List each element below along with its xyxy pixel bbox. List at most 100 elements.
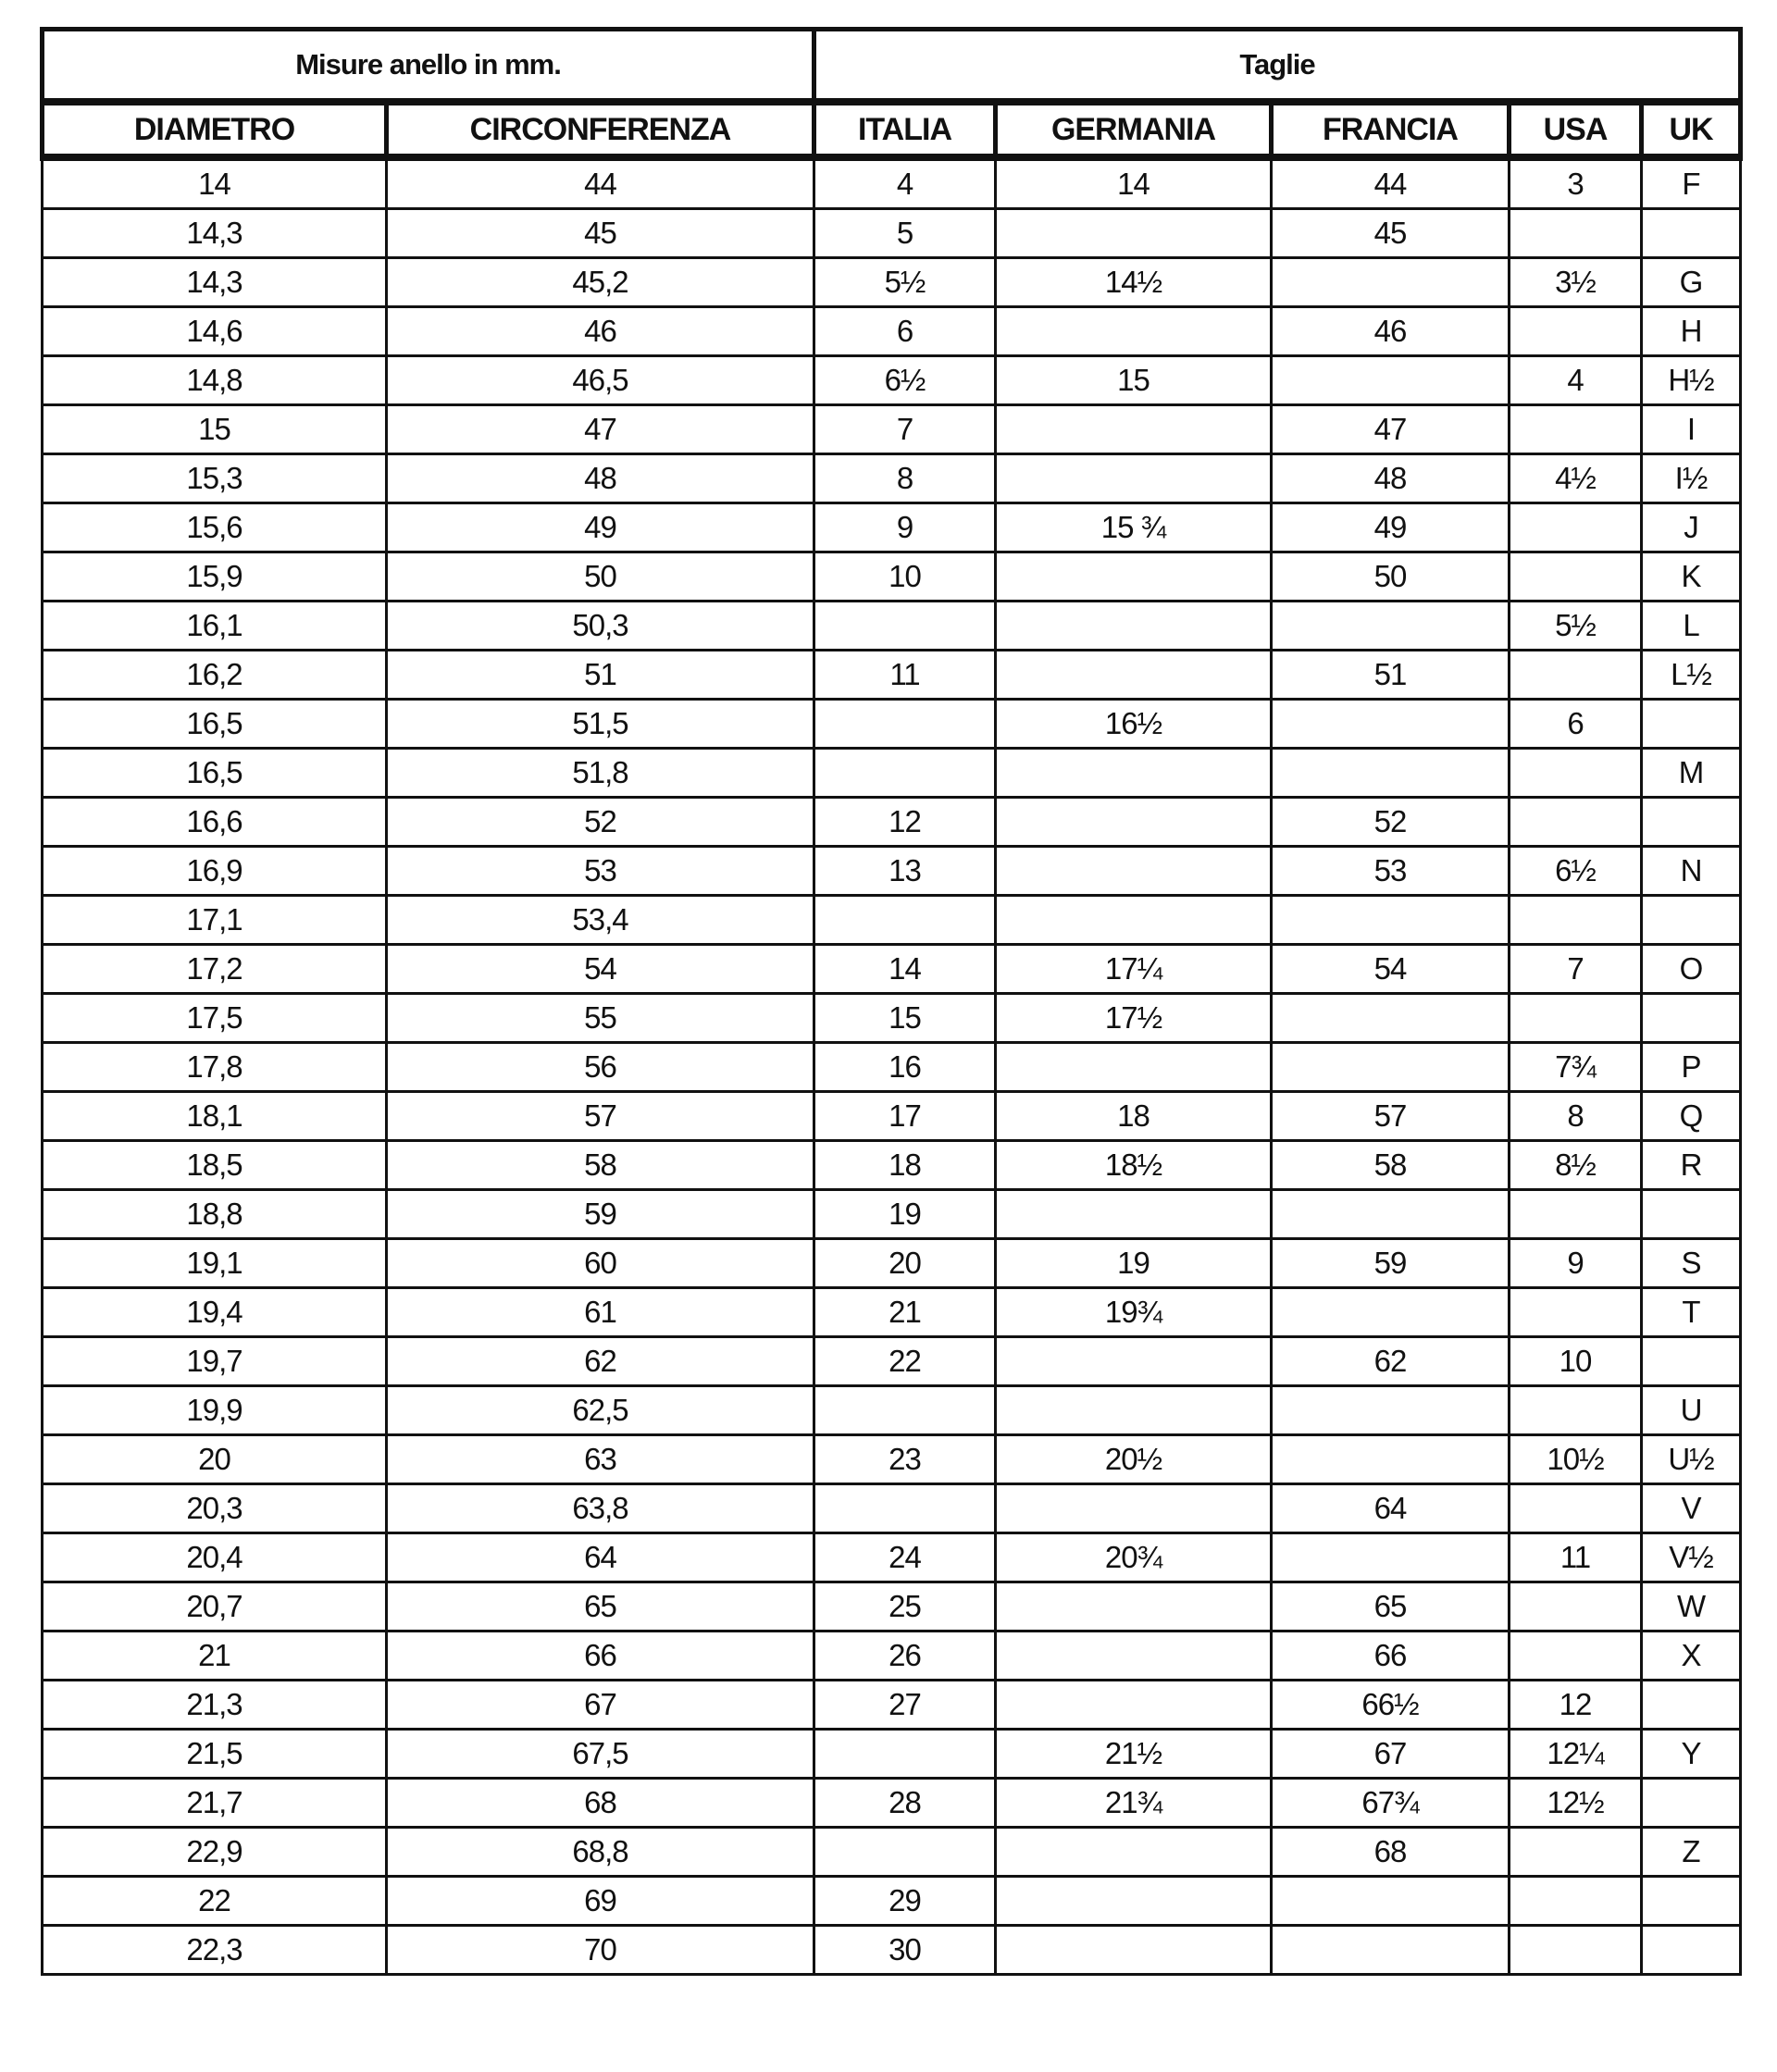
cell-germania: 18	[994, 1090, 1273, 1142]
cell-italia: 13	[813, 845, 997, 897]
cell-germania	[994, 1826, 1273, 1878]
cell-usa: 10½	[1508, 1433, 1643, 1485]
cell-germania	[994, 600, 1273, 651]
cell-francia	[1270, 1433, 1510, 1485]
table-row: 16,5 51,8 M	[41, 747, 1743, 799]
cell-italia: 19	[813, 1188, 997, 1240]
cell-diametro: 14	[41, 155, 388, 210]
cell-circonferenza: 67,5	[385, 1728, 815, 1780]
cell-francia: 65	[1270, 1581, 1510, 1632]
cell-circonferenza: 63,8	[385, 1483, 815, 1534]
cell-circonferenza: 48	[385, 453, 815, 504]
cell-francia	[1270, 1041, 1510, 1093]
cell-usa: 7	[1508, 943, 1643, 995]
cell-francia: 66	[1270, 1630, 1510, 1681]
cell-francia: 46	[1270, 305, 1510, 357]
table-row: 14 44 4 14 44 3 F	[41, 155, 1743, 210]
cell-diametro: 15,6	[41, 502, 388, 553]
cell-diametro: 17,8	[41, 1041, 388, 1093]
cell-uk: V½	[1639, 1532, 1743, 1583]
table-row: 19,1 60 20 19 59 9 S	[41, 1237, 1743, 1289]
column-header-diametro: DIAMETRO	[40, 98, 389, 161]
table-row: 20 63 23 20½ 10½ U½	[41, 1433, 1743, 1485]
cell-italia: 15	[813, 992, 997, 1044]
cell-germania	[994, 453, 1273, 504]
cell-uk: I	[1639, 403, 1743, 455]
cell-usa: 8	[1508, 1090, 1643, 1142]
table-row: 16,1 50,3 5½ L	[41, 600, 1743, 651]
cell-italia: 18	[813, 1139, 997, 1191]
cell-uk: M	[1639, 747, 1743, 799]
cell-circonferenza: 49	[385, 502, 815, 553]
cell-francia: 58	[1270, 1139, 1510, 1191]
cell-italia: 21	[813, 1286, 997, 1338]
group-header-row: Misure anello in mm. Taglie	[40, 27, 1744, 105]
cell-diametro: 19,9	[41, 1384, 388, 1436]
cell-francia: 53	[1270, 845, 1510, 897]
cell-diametro: 16,9	[41, 845, 388, 897]
cell-uk: O	[1639, 943, 1743, 995]
cell-circonferenza: 67	[385, 1679, 815, 1731]
cell-uk: Y	[1639, 1728, 1743, 1780]
cell-circonferenza: 68	[385, 1777, 815, 1829]
cell-uk	[1639, 1679, 1743, 1731]
cell-diametro: 21	[41, 1630, 388, 1681]
cell-francia: 44	[1270, 155, 1510, 210]
cell-circonferenza: 54	[385, 943, 815, 995]
cell-diametro: 22	[41, 1875, 388, 1927]
cell-germania	[994, 1875, 1273, 1927]
cell-usa: 6½	[1508, 845, 1643, 897]
cell-diametro: 20,7	[41, 1581, 388, 1632]
cell-francia	[1270, 1875, 1510, 1927]
cell-uk	[1639, 1875, 1743, 1927]
table-row: 16,5 51,5 16½ 6	[41, 698, 1743, 750]
group-header-measures: Misure anello in mm.	[40, 27, 816, 105]
cell-francia: 67	[1270, 1728, 1510, 1780]
cell-germania: 21½	[994, 1728, 1273, 1780]
table-body: 14 44 4 14 44 3 F 14,3 45 5 45 14,3 45,2 5½ 14½ 3½ G 14,6…	[41, 155, 1743, 1976]
cell-italia: 30	[813, 1924, 997, 1976]
cell-circonferenza: 57	[385, 1090, 815, 1142]
cell-germania: 15	[994, 354, 1273, 406]
cell-francia: 45	[1270, 207, 1510, 259]
cell-italia: 14	[813, 943, 997, 995]
cell-francia	[1270, 600, 1510, 651]
cell-diametro: 15,9	[41, 551, 388, 602]
table-row: 21,7 68 28 21¾ 67¾ 12½	[41, 1777, 1743, 1829]
cell-diametro: 14,3	[41, 256, 388, 308]
table-row: 20,3 63,8 64 V	[41, 1483, 1743, 1534]
cell-germania: 21¾	[994, 1777, 1273, 1829]
cell-diametro: 15	[41, 403, 388, 455]
cell-germania: 17¼	[994, 943, 1273, 995]
cell-usa	[1508, 747, 1643, 799]
cell-usa	[1508, 207, 1643, 259]
table-row: 14,3 45,2 5½ 14½ 3½ G	[41, 256, 1743, 308]
cell-circonferenza: 46,5	[385, 354, 815, 406]
cell-italia	[813, 1483, 997, 1534]
table-row: 16,9 53 13 53 6½ N	[41, 845, 1743, 897]
cell-circonferenza: 63	[385, 1433, 815, 1485]
cell-circonferenza: 58	[385, 1139, 815, 1191]
cell-usa: 8½	[1508, 1139, 1643, 1191]
cell-circonferenza: 70	[385, 1924, 815, 1976]
cell-germania	[994, 1188, 1273, 1240]
cell-italia: 17	[813, 1090, 997, 1142]
cell-francia: 57	[1270, 1090, 1510, 1142]
cell-italia: 28	[813, 1777, 997, 1829]
cell-usa	[1508, 403, 1643, 455]
cell-francia	[1270, 894, 1510, 946]
cell-italia: 10	[813, 551, 997, 602]
cell-usa	[1508, 551, 1643, 602]
cell-circonferenza: 45	[385, 207, 815, 259]
ring-size-table: Misure anello in mm. Taglie DIAMETRO CIR…	[40, 27, 1744, 1976]
cell-germania	[994, 403, 1273, 455]
cell-italia: 25	[813, 1581, 997, 1632]
table-row: 18,5 58 18 18½ 58 8½ R	[41, 1139, 1743, 1191]
cell-francia: 52	[1270, 796, 1510, 848]
cell-germania: 17½	[994, 992, 1273, 1044]
cell-francia: 49	[1270, 502, 1510, 553]
cell-circonferenza: 53,4	[385, 894, 815, 946]
cell-diametro: 18,1	[41, 1090, 388, 1142]
cell-uk: H½	[1639, 354, 1743, 406]
column-header-francia: FRANCIA	[1269, 98, 1511, 161]
